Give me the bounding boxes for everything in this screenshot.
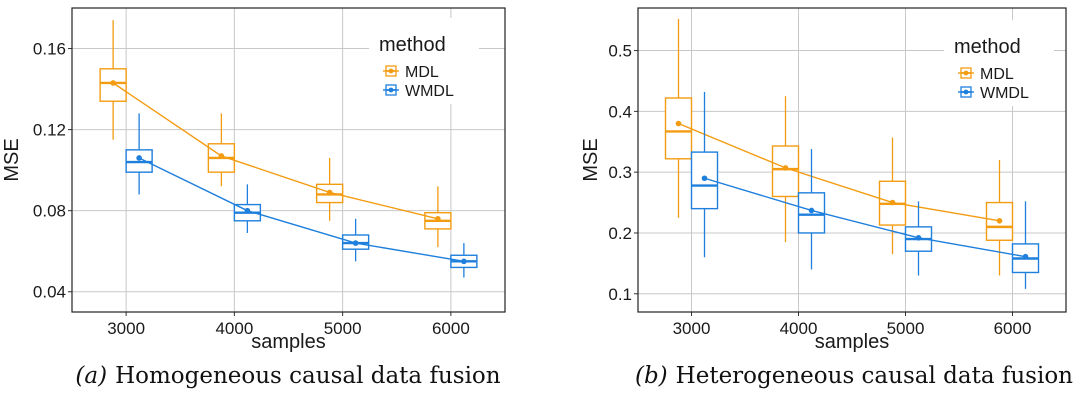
chart-panel-a: 0.04 0.08 0.12 0.16 3000 4000 5000 6000 method MD… — [1, 7, 506, 389]
mean-point-mdl — [996, 218, 1003, 224]
y-tick-label: 0.04 — [33, 283, 66, 302]
panel-border — [71, 7, 506, 313]
mean-point-mdl — [326, 189, 333, 196]
mean-line-wmdl — [704, 177, 1026, 258]
x-tick-label: 5000 — [324, 319, 362, 338]
mean-point-wmdl — [1022, 253, 1029, 260]
mean-point-mdl — [675, 120, 682, 127]
legend: method MDL WMDL — [369, 18, 479, 104]
mean-point-mdl — [218, 153, 225, 159]
y-tick-label: 0.08 — [33, 202, 66, 221]
box-body — [664, 97, 693, 160]
mean-point-mdl — [782, 165, 789, 171]
legend: method MDL WMDL — [944, 20, 1054, 106]
mean-point-wmdl — [244, 207, 251, 214]
caption-text: Homogeneous causal data fusion — [115, 363, 501, 389]
mean-point-mdl — [435, 215, 441, 222]
x-tick-label: 3000 — [673, 319, 711, 338]
y-tick-label: 0.12 — [33, 121, 66, 140]
legend-label-wmdl: WMDL — [980, 85, 1029, 102]
mean-line-wmdl — [138, 157, 464, 263]
legend-key-point — [388, 87, 394, 93]
chart-panel-b: 0.1 0.2 0.3 0.4 0.5 3000 4000 5000 6000 method MDL… — [580, 7, 1073, 389]
caption: (b) Heterogeneous causal data fusion — [635, 363, 1073, 389]
y-tick-label: 0.1 — [608, 285, 632, 304]
legend-label-wmdl: WMDL — [405, 83, 454, 100]
legend-title: method — [379, 34, 446, 56]
y-axis-title: MSE — [580, 138, 602, 181]
y-axis-title: MSE — [1, 138, 23, 181]
legend-key-point — [963, 70, 969, 76]
caption: (a) Homogeneous causal data fusion — [75, 363, 500, 389]
mean-point-wmdl — [461, 258, 467, 265]
x-tick-label: 6000 — [432, 319, 470, 338]
mean-line-mdl — [678, 122, 1000, 222]
caption-panel-label: (b) — [635, 363, 668, 389]
mean-point-wmdl — [136, 155, 142, 161]
box-wmdl-3000 — [125, 113, 153, 195]
caption-panel-label: (a) — [75, 363, 107, 389]
x-axis-title: samples — [815, 331, 889, 353]
mean-line-mdl — [112, 82, 439, 220]
x-axis-title: samples — [251, 331, 325, 353]
legend-label-mdl: MDL — [980, 66, 1014, 83]
box-mdl-3000 — [99, 20, 127, 140]
x-tick-label: 5000 — [887, 319, 925, 338]
legend-title: method — [954, 36, 1021, 58]
mean-point-wmdl — [352, 240, 359, 246]
box-mdl-3000 — [664, 18, 693, 218]
legend-key-point — [963, 89, 969, 95]
mean-point-wmdl — [808, 207, 815, 214]
y-tick-label: 0.2 — [608, 224, 632, 243]
x-tick-label: 4000 — [215, 319, 253, 338]
caption-text: Heterogeneous causal data fusion — [676, 363, 1073, 389]
mean-point-mdl — [110, 80, 116, 86]
mean-point-mdl — [889, 199, 896, 206]
box-mdl-5000 — [878, 137, 907, 255]
y-tick-label: 0.4 — [608, 102, 632, 121]
mean-point-wmdl — [701, 175, 708, 182]
panel-border — [637, 7, 1067, 313]
y-tick-label: 0.3 — [608, 163, 632, 182]
box-wmdl-6000 — [1011, 201, 1040, 289]
legend-label-mdl: MDL — [405, 64, 439, 81]
x-tick-label: 3000 — [107, 319, 145, 338]
y-tick-label: 0.16 — [33, 40, 66, 59]
box-mdl-6000 — [985, 160, 1014, 276]
x-tick-label: 4000 — [780, 319, 818, 338]
legend-key-point — [388, 68, 394, 74]
y-tick-label: 0.5 — [608, 42, 632, 61]
mean-point-wmdl — [915, 235, 922, 241]
x-tick-label: 6000 — [994, 319, 1032, 338]
